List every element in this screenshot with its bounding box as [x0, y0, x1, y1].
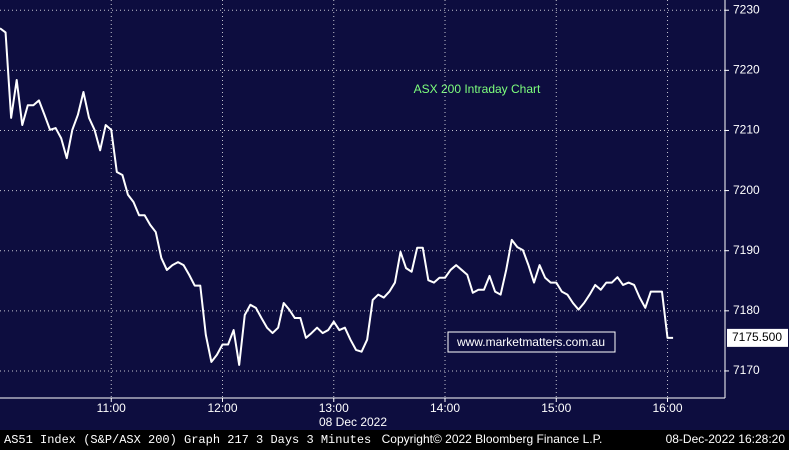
x-tick-label: 13:00: [319, 401, 349, 415]
watermark: www.marketmatters.com.au: [456, 335, 605, 349]
footer-center: Copyright© 2022 Bloomberg Finance L.P.: [382, 432, 603, 446]
x-tick-label: 15:00: [541, 401, 571, 415]
chart-title: ASX 200 Intraday Chart: [414, 82, 541, 96]
x-tick-label: 16:00: [653, 401, 683, 415]
last-price-box: [727, 328, 788, 347]
x-tick-label: 14:00: [430, 401, 460, 415]
footer-bar: [0, 430, 789, 450]
footer-left: AS51 Index (S&P/ASX 200) Graph 217 3 Day…: [4, 433, 371, 447]
y-tick-label: 7230: [733, 2, 760, 16]
y-tick-label: 7210: [733, 123, 760, 137]
x-tick-label: 11:00: [97, 401, 126, 415]
price-line: [0, 27, 674, 366]
y-tick-label: 7170: [733, 363, 760, 377]
y-tick-label: 7190: [733, 243, 760, 257]
x-tick-label: 12:00: [207, 401, 237, 415]
y-tick-label: 7200: [733, 183, 760, 197]
date-label: 08 Dec 2022: [319, 415, 387, 429]
watermark-box: [447, 331, 616, 353]
footer-right: 08-Dec-2022 16:28:20: [666, 432, 786, 446]
plot-background: [0, 0, 789, 430]
last-price-label: 7175.500: [732, 330, 782, 344]
y-tick-label: 7180: [733, 303, 760, 317]
y-tick-label: 7220: [733, 63, 760, 77]
